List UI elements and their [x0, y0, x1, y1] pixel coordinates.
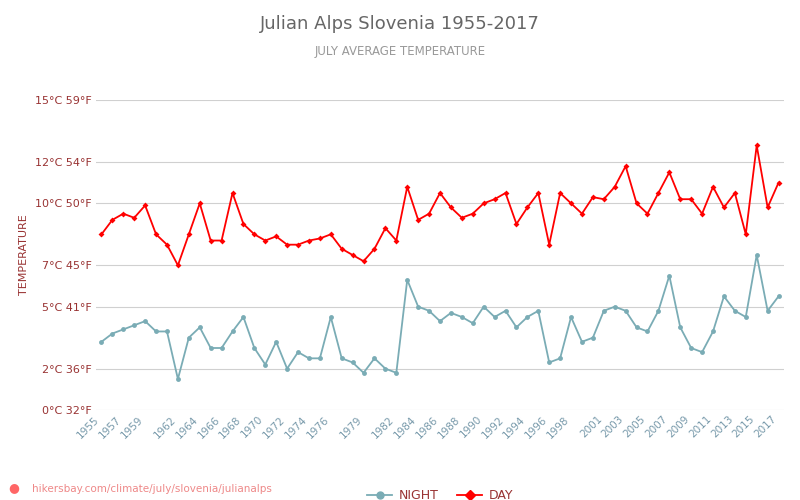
Text: ●: ● — [8, 481, 19, 494]
Y-axis label: TEMPERATURE: TEMPERATURE — [19, 214, 30, 296]
Legend: NIGHT, DAY: NIGHT, DAY — [362, 484, 518, 500]
Text: hikersbay.com/climate/july/slovenia/julianalps: hikersbay.com/climate/july/slovenia/juli… — [32, 484, 272, 494]
Text: JULY AVERAGE TEMPERATURE: JULY AVERAGE TEMPERATURE — [314, 45, 486, 58]
Text: Julian Alps Slovenia 1955-2017: Julian Alps Slovenia 1955-2017 — [260, 15, 540, 33]
